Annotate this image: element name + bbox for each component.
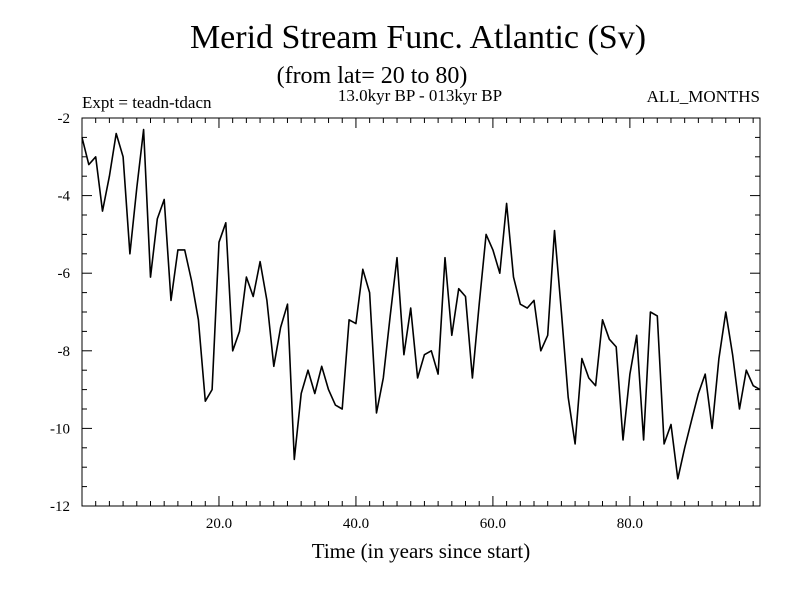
season-label: ALL_MONTHS xyxy=(647,87,760,106)
y-tick-label: -6 xyxy=(58,266,71,282)
x-tick-label: 80.0 xyxy=(617,516,643,532)
y-tick-label: -4 xyxy=(58,189,71,205)
y-tick-label: -2 xyxy=(58,111,71,127)
series-group xyxy=(81,128,761,480)
experiment-label: Expt = teadn-tdacn xyxy=(82,93,212,112)
axis-tick-labels: 20.0 40.0 60.0 80.0 -12 -10 -8 -6 -4 -2 xyxy=(50,111,643,532)
x-tick-label: 60.0 xyxy=(480,516,506,532)
x-axis-label: Time (in years since start) xyxy=(312,539,531,563)
chart-subtitle: (from lat= 20 to 80) xyxy=(277,63,468,89)
plot-frame xyxy=(81,117,761,507)
period-label: 13.0kyr BP - 013kyr BP xyxy=(338,86,502,105)
y-tick-label: -8 xyxy=(58,344,71,360)
x-tick-label: 20.0 xyxy=(206,516,232,532)
x-tick-label: 40.0 xyxy=(343,516,369,532)
series-line xyxy=(81,128,761,480)
axis-ticks xyxy=(82,118,760,506)
chart-title: Merid Stream Func. Atlantic (Sv) xyxy=(190,19,646,56)
y-tick-label: -10 xyxy=(50,421,70,437)
y-tick-label: -12 xyxy=(50,499,70,515)
